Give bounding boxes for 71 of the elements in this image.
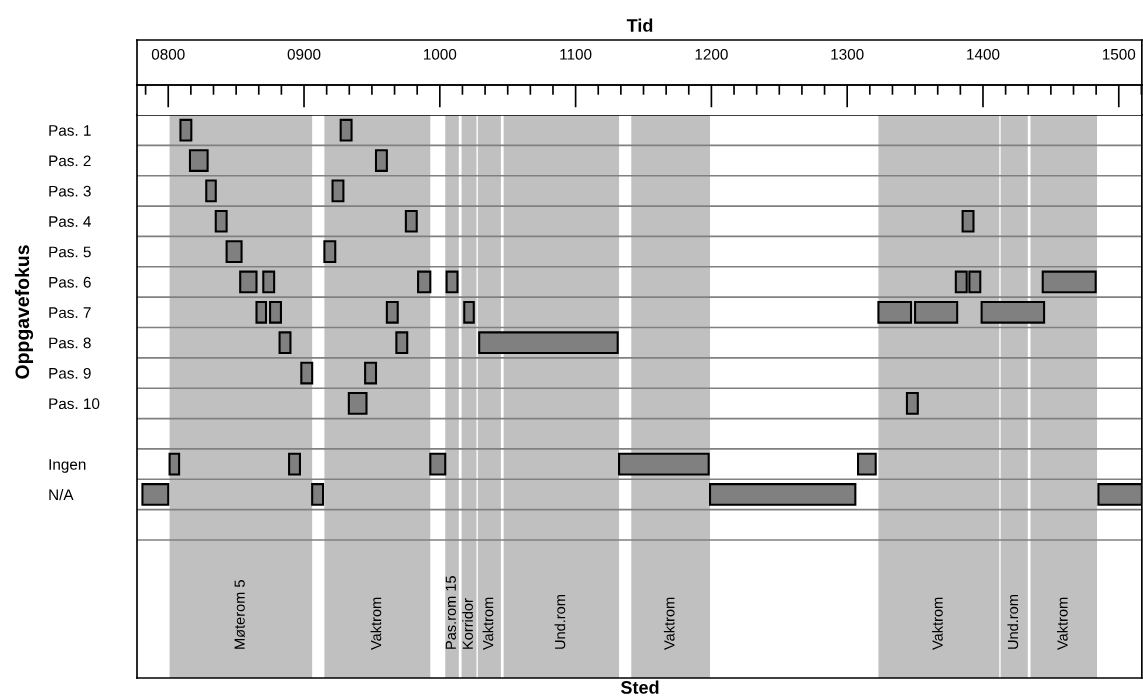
y-tick-label: Pas. 7 <box>49 307 91 319</box>
y-tick-label: Pas. 4 <box>49 216 91 227</box>
x-tick-label: 0900 <box>287 48 321 60</box>
bar <box>374 149 388 172</box>
x-tick-label: 0800 <box>151 48 185 60</box>
bar <box>395 331 409 355</box>
text: Sted <box>620 680 659 694</box>
band-label: Vaktrom <box>663 597 675 650</box>
y-tick-label: Pas. 3 <box>49 185 91 197</box>
bar <box>262 270 276 294</box>
band-label: Vaktrom <box>370 597 382 650</box>
bar <box>239 270 258 294</box>
y-axis-title: Oppgavefokus <box>14 245 34 379</box>
bar <box>445 270 459 294</box>
bar <box>478 331 619 355</box>
x-tick-label: 1200 <box>695 48 728 60</box>
bar <box>618 452 710 476</box>
y-tick-label: Pas. 10 <box>49 398 100 410</box>
band-label: Und.rom <box>554 595 566 649</box>
bar <box>331 179 345 203</box>
bar <box>278 331 292 355</box>
bar <box>364 361 378 385</box>
bar <box>255 300 268 324</box>
y-tick-label: Pas. 8 <box>49 337 91 349</box>
band-label: Vaktrom <box>932 597 943 650</box>
bar <box>300 361 314 385</box>
bar <box>179 118 193 142</box>
bar <box>463 300 475 324</box>
x-tick-label: 1100 <box>560 48 592 60</box>
x-tick-label: 1000 <box>423 48 457 60</box>
bar <box>269 300 282 324</box>
band-label: Und.rom <box>1007 595 1019 649</box>
band-label: Vaktrom <box>1056 597 1068 650</box>
band-label: Korridor <box>462 598 473 649</box>
bar <box>339 118 353 142</box>
x-tick-label: 1500 <box>1102 48 1136 60</box>
bar <box>980 300 1046 324</box>
bar <box>914 300 959 324</box>
bar <box>214 209 228 233</box>
y-tick-label: Pas. 9 <box>49 367 91 379</box>
y-tick-label: Pas. 2 <box>49 155 91 167</box>
bar <box>404 209 418 233</box>
bar <box>961 209 975 233</box>
y-tick-label: Pas. 1 <box>49 125 91 136</box>
bar <box>385 300 399 324</box>
y-tick-label: Pas. 5 <box>49 246 91 258</box>
y-tick-label: N/A <box>49 488 74 501</box>
bar <box>323 240 337 263</box>
bar <box>288 452 301 476</box>
band-label: Møterom 5 <box>234 580 245 649</box>
bar <box>857 452 877 476</box>
bar <box>877 300 913 324</box>
bar <box>1041 270 1097 294</box>
y-tick-label: Pas. 6 <box>49 276 91 288</box>
x-tick-label: 1300 <box>831 48 864 60</box>
band-label: Pas.rom 15 <box>445 576 456 649</box>
band-label: Vaktrom <box>482 597 494 650</box>
x-tick-label: 1400 <box>967 48 1000 60</box>
bar <box>188 149 209 172</box>
bar <box>168 452 181 476</box>
bar <box>429 452 447 476</box>
y-tick-label: Ingen <box>49 459 86 473</box>
bar <box>141 483 170 506</box>
bar <box>905 392 919 415</box>
chart-title: Tid <box>626 18 653 32</box>
bar <box>347 392 368 415</box>
bar <box>311 483 325 506</box>
bar <box>709 483 857 506</box>
bar <box>205 179 217 203</box>
bar <box>225 240 243 263</box>
bar <box>417 270 432 294</box>
